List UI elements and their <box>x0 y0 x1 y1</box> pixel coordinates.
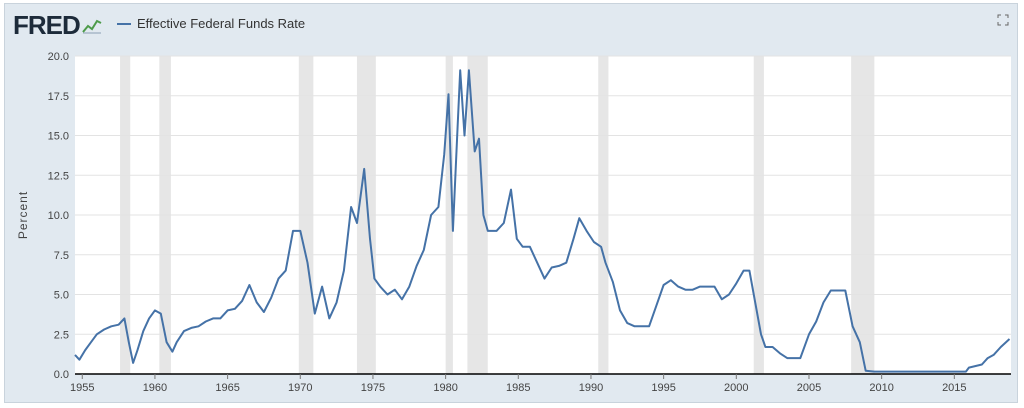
chart-header: FRED Effective Federal Funds Rate <box>5 4 1017 44</box>
y-tick-label: 10.0 <box>48 210 69 222</box>
x-tick-label: 1975 <box>361 382 385 394</box>
legend-label: Effective Federal Funds Rate <box>137 16 306 31</box>
x-tick-label: 1985 <box>506 382 530 394</box>
y-tick-label: 12.5 <box>48 170 69 182</box>
x-tick-label: 1990 <box>579 382 603 394</box>
series-lines <box>74 69 1011 373</box>
y-tick-label: 17.5 <box>48 91 69 103</box>
fred-logo[interactable]: FRED <box>13 10 102 40</box>
x-tick-label: 1970 <box>288 382 312 394</box>
y-axis-title: Percent <box>16 191 30 239</box>
fullscreen-icon[interactable] <box>997 14 1009 26</box>
x-tick-label: 1995 <box>651 382 675 394</box>
x-tick-label: 1955 <box>70 382 94 394</box>
y-tick-label: 5.0 <box>54 290 69 302</box>
chart-panel: 0.0 2.5 5.0 7.5 10.0 12.5 15.0 17.5 20.0 1955 196… <box>4 3 1018 403</box>
y-tick-labels: 0.0 2.5 5.0 7.5 10.0 12.5 15.0 17.5 20.0 <box>48 51 69 381</box>
logo-graph-icon <box>82 19 102 34</box>
x-tick-label: 1980 <box>433 382 457 394</box>
y-tick-label: 0.0 <box>54 369 69 381</box>
y-tick-label: 15.0 <box>48 131 69 143</box>
y-tick-label: 20.0 <box>48 51 69 63</box>
y-tick-label: 7.5 <box>54 250 69 262</box>
x-tick-labels: 1955 1960 1965 1970 1975 1980 1985 1990 1995 2000… <box>70 374 967 394</box>
x-tick-label: 2005 <box>797 382 821 394</box>
x-tick-label: 2000 <box>724 382 748 394</box>
y-tick-label: 2.5 <box>54 329 69 341</box>
x-tick-label: 2015 <box>942 382 966 394</box>
series-line-0[interactable] <box>74 69 1011 373</box>
x-tick-label: 2010 <box>869 382 893 394</box>
x-tick-label: 1965 <box>215 382 239 394</box>
x-tick-label: 1960 <box>143 382 167 394</box>
grid-lines <box>75 55 1011 375</box>
chart-legend[interactable]: Effective Federal Funds Rate <box>117 16 305 31</box>
chart-svg: 0.0 2.5 5.0 7.5 10.0 12.5 15.0 17.5 20.0 1955 196… <box>16 51 1011 394</box>
logo-text: FRED <box>13 9 81 40</box>
legend-swatch <box>117 22 131 25</box>
